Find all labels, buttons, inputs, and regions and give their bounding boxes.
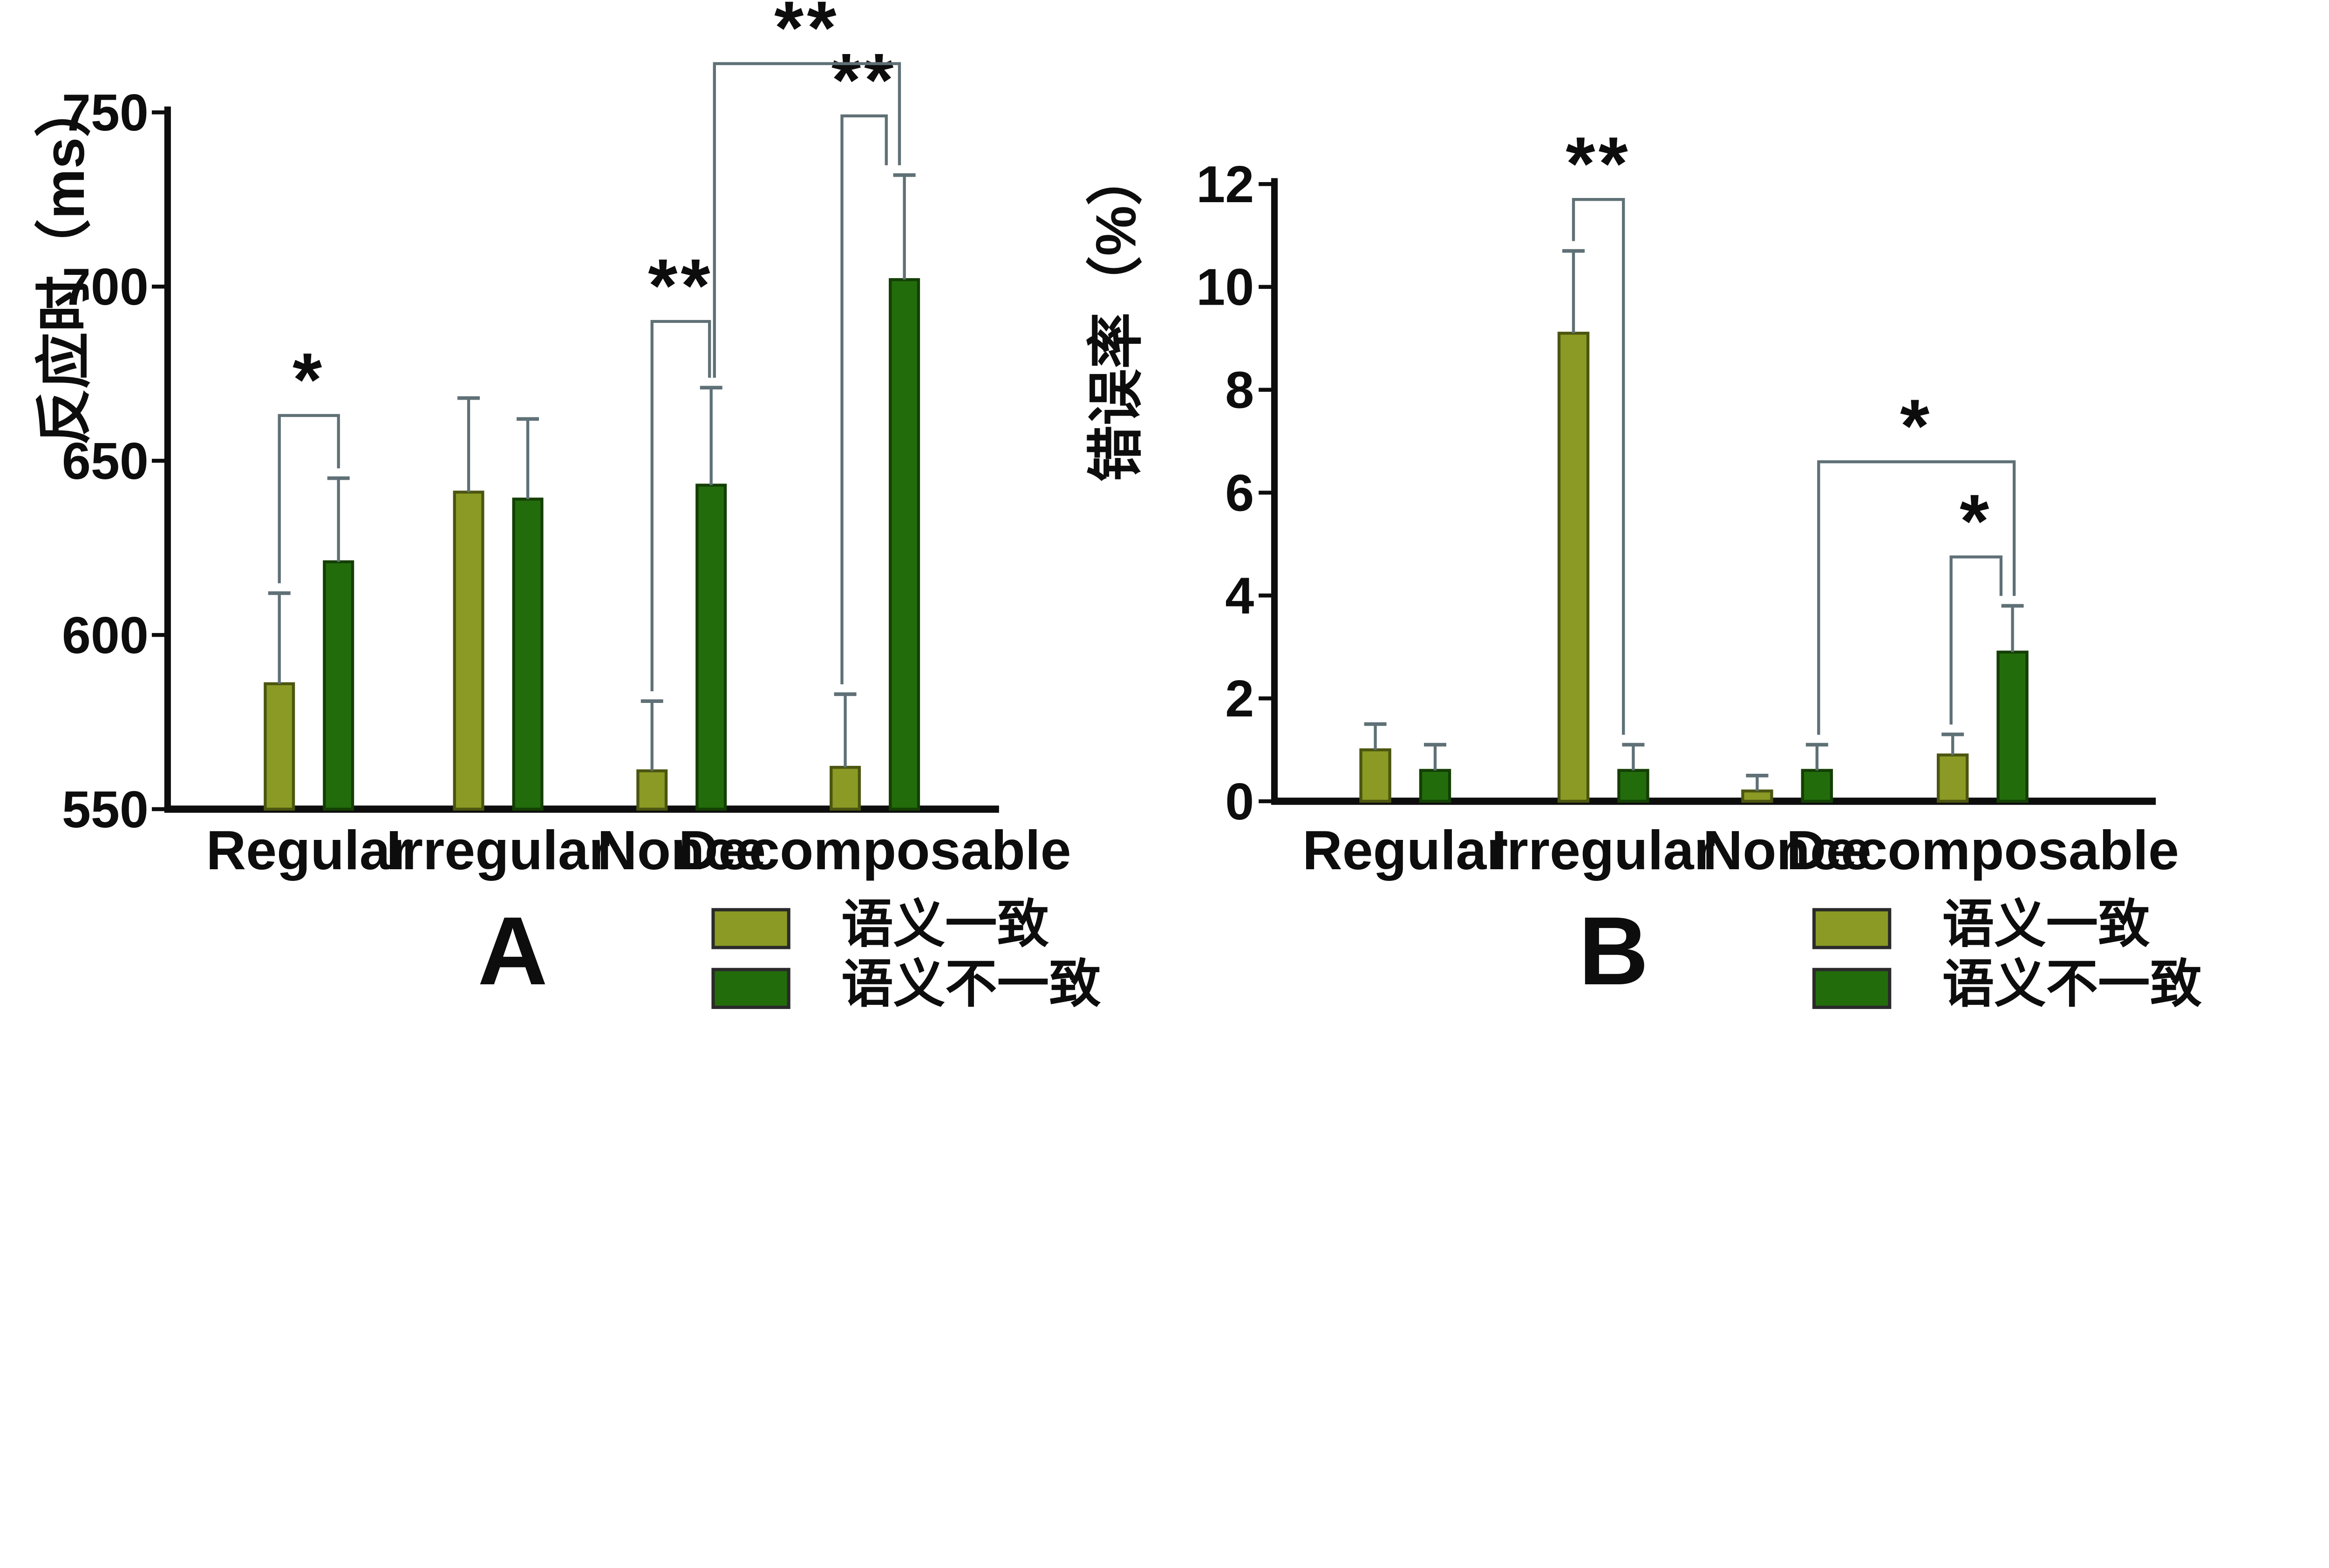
category-label-regular: Regular — [206, 820, 412, 881]
bar-decomposable-s1-A — [889, 278, 920, 811]
panel-letter-B: B — [1579, 897, 1648, 1005]
bar-irregular-s0-A — [453, 491, 484, 811]
significance-bracket-B — [1572, 198, 1625, 735]
significance-label-A: * — [293, 338, 325, 422]
y-tick-label-A: 650 — [62, 432, 149, 490]
significance-label-B: ** — [1566, 122, 1631, 206]
y-tick-label-B: 4 — [1225, 566, 1254, 625]
y-tick-label-A: 700 — [62, 258, 149, 316]
significance-label-B: * — [1900, 384, 1933, 468]
y-tick-label-B: 0 — [1225, 772, 1254, 831]
bar-irregular-s1-B — [1617, 769, 1649, 803]
category-label-decomposable: Decomposable — [679, 820, 1071, 881]
panel-letter-A: A — [477, 897, 547, 1005]
significance-bracket-A — [278, 414, 340, 584]
significance-label-A: ** — [648, 244, 713, 328]
legend-label-inconsistent-A: 语义不一致 — [841, 954, 1101, 1013]
bar-decomposable-s0-B — [1936, 753, 1969, 803]
y-tick-label-B: 8 — [1225, 361, 1254, 419]
significance-bracket-A — [650, 320, 711, 691]
bar-decomposable-s1-B — [1996, 650, 2029, 803]
significance-bracket-A — [713, 62, 901, 378]
y-tick-label-A: 600 — [62, 606, 149, 664]
y-tick-label-A: 550 — [62, 780, 149, 839]
legend-label-inconsistent-B: 语义不一致 — [1942, 954, 2202, 1013]
legend-swatch-inconsistent-B — [1812, 968, 1892, 1009]
legend-swatch-consistent-B — [1812, 908, 1892, 949]
significance-label-B: * — [1960, 479, 1992, 563]
legend-label-consistent-B: 语义一致 — [1942, 895, 2150, 953]
y-tick-label-B: 10 — [1196, 258, 1254, 316]
y-axis-title-B: 错误率（%） — [1084, 149, 1148, 482]
y-tick-label-B: 2 — [1225, 669, 1254, 728]
category-label-irregular: Irregular — [386, 820, 610, 881]
category-label-decomposable: Decomposable — [1786, 820, 2179, 881]
bar-decomposable-s0-A — [830, 766, 861, 811]
bar-regular-s0-A — [264, 682, 295, 811]
legend-label-consistent-A: 语义一致 — [841, 895, 1049, 953]
bar-nonce-s0-B — [1741, 789, 1773, 803]
y-tick-label-B: 6 — [1225, 464, 1254, 522]
significance-bracket-A — [840, 114, 888, 685]
bar-regular-s1-B — [1419, 769, 1451, 803]
y-tick-label-B: 12 — [1196, 155, 1254, 213]
significance-bracket-B — [1949, 555, 2003, 725]
bar-nonce-s1-B — [1801, 769, 1833, 803]
bar-nonce-s1-A — [695, 484, 727, 811]
legend-swatch-inconsistent-A — [711, 968, 790, 1009]
bar-nonce-s0-A — [636, 769, 668, 811]
category-label-nonce: Nonce — [1702, 820, 1871, 881]
significance-label-A: ** — [774, 0, 839, 70]
significance-label-A: ** — [831, 38, 897, 123]
figure-container: 550 600 650 700 750 反应时（ms） * ** ** ** Regular Irre… — [32, 0, 2202, 1013]
category-label-irregular: Irregular — [1491, 820, 1716, 881]
legend-swatch-consistent-A — [711, 908, 790, 949]
bar-regular-s1-A — [323, 560, 354, 811]
bar-regular-s0-B — [1359, 748, 1391, 803]
y-axis-title-A: 反应时（ms） — [33, 81, 96, 445]
bar-irregular-s1-A — [512, 498, 544, 811]
category-label-regular: Regular — [1302, 820, 1508, 881]
y-tick-label-A: 750 — [62, 83, 149, 142]
significance-bracket-B — [1817, 460, 2016, 735]
bar-irregular-s0-B — [1557, 332, 1590, 803]
category-label-nonce: Nonce — [597, 820, 766, 881]
